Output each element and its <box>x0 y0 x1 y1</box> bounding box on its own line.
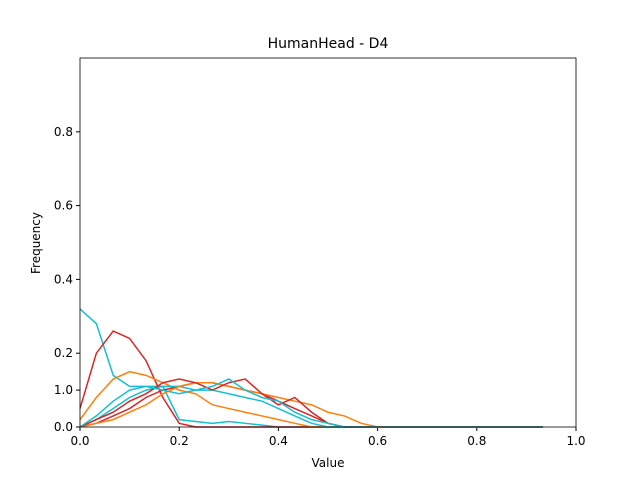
plot-frame <box>79 57 577 428</box>
x-tick-label: 0.4 <box>269 434 288 448</box>
y-tick-label: 1.0 <box>54 383 73 397</box>
y-tick-label: 0.4 <box>54 272 73 286</box>
y-axis-label: Frequency <box>29 212 43 274</box>
x-tick-label: 0.2 <box>170 434 189 448</box>
series-line <box>79 385 543 428</box>
y-tick-label: 0.0 <box>54 420 73 434</box>
y-tick-label: 0.6 <box>54 199 73 213</box>
x-tick-label: 1.0 <box>566 434 585 448</box>
x-tick-label: 0.6 <box>368 434 387 448</box>
x-tick-label: 0.0 <box>70 434 89 448</box>
y-tick-label: 0.8 <box>54 125 73 139</box>
x-axis-label: Value <box>312 456 345 470</box>
x-tick-label: 0.8 <box>467 434 486 448</box>
y-tick-label: 0.2 <box>54 346 73 360</box>
chart-title: HumanHead - D4 <box>268 36 389 52</box>
